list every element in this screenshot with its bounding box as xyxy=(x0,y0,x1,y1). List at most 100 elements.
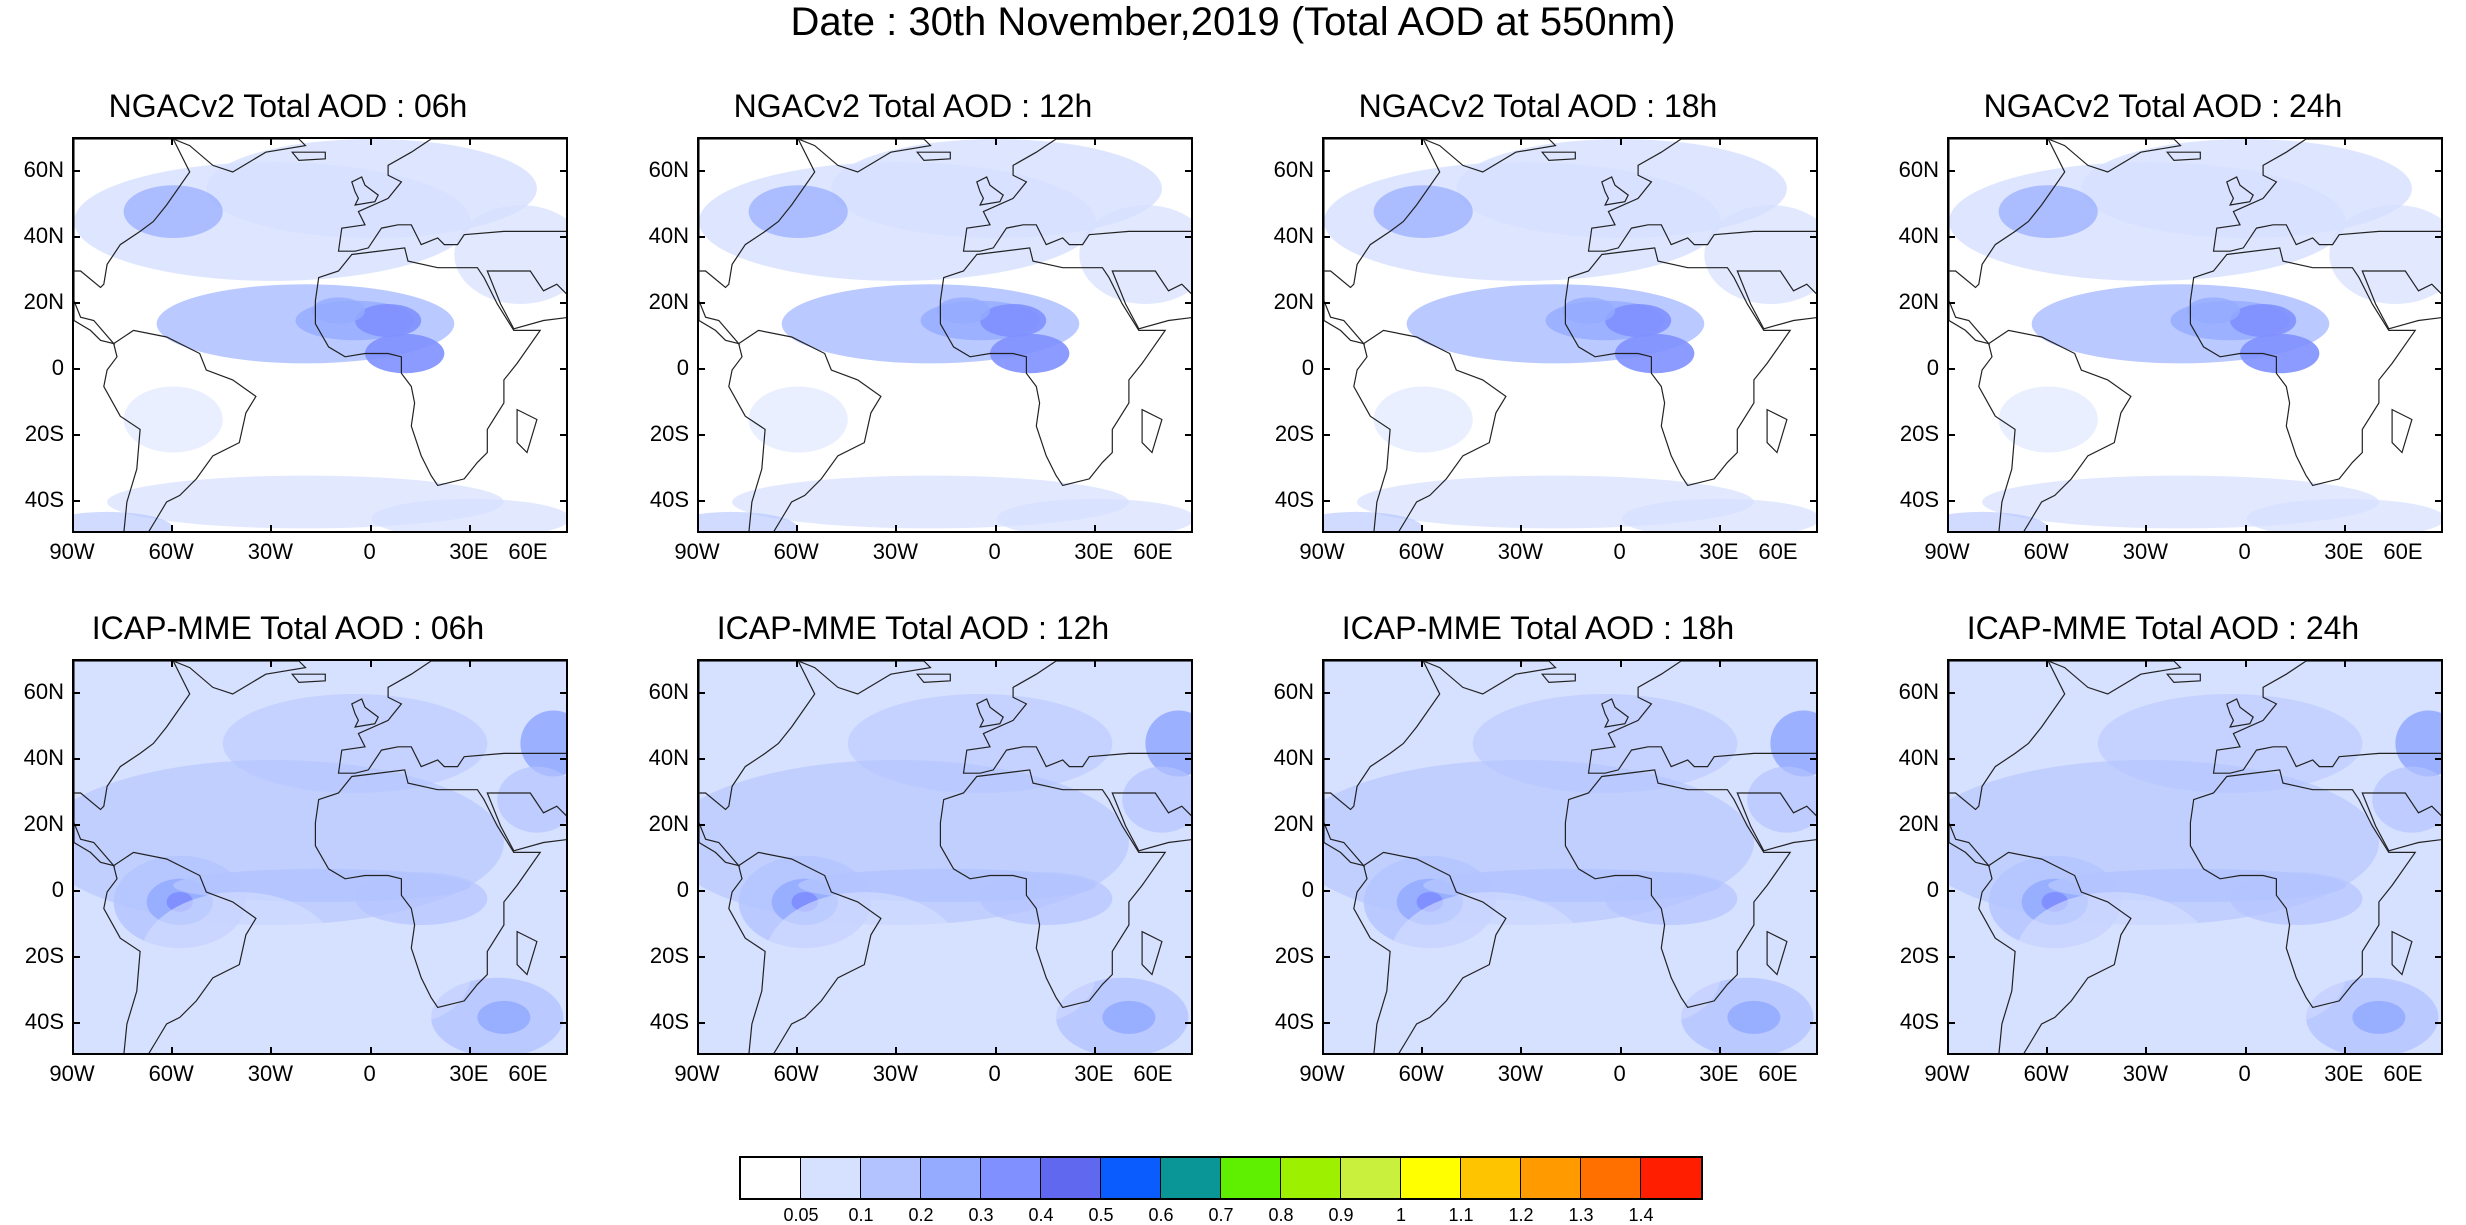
map-panel: NGACv2 Total AOD : 06h 60N 40N 20N 0 20S 40S 90… xyxy=(8,88,568,563)
lon-tick xyxy=(1947,137,1949,145)
colorbar-swatch xyxy=(1581,1158,1641,1198)
lon-tick xyxy=(171,659,174,667)
lat-tick xyxy=(1322,1022,1330,1024)
aod-region xyxy=(123,386,223,453)
lon-tick-label: 60E xyxy=(1758,539,1798,564)
lat-tick xyxy=(1947,1022,1955,1024)
lat-tick-label: 20S xyxy=(24,943,64,968)
aod-region xyxy=(2239,333,2320,374)
coastline-northAmerica xyxy=(74,661,191,811)
coastline-arabia xyxy=(1111,270,1191,330)
aod-region xyxy=(2395,710,2441,777)
aod-field xyxy=(1949,661,2441,1053)
coastline-iceland xyxy=(915,151,951,162)
lat-tick-label: 40N xyxy=(648,223,689,248)
aod-region xyxy=(206,139,537,238)
aod-region xyxy=(123,185,223,238)
map-panel: NGACv2 Total AOD : 18h 60N 40N 20N 0 20S 40S 90… xyxy=(1258,88,1818,563)
lat-tick xyxy=(697,824,705,826)
lon-tick-label: 0 xyxy=(988,1061,1001,1086)
lon-tick xyxy=(1191,659,1193,667)
lon-tick xyxy=(566,525,568,533)
lat-tick xyxy=(1185,368,1193,370)
coastline-greenland xyxy=(2047,661,2182,695)
aod-region xyxy=(1390,892,1589,1024)
lat-tick xyxy=(560,824,568,826)
lat-tick-label: 20S xyxy=(649,421,689,446)
aod-map xyxy=(697,137,1193,533)
colorbar-swatch xyxy=(921,1158,981,1198)
aod-region xyxy=(338,925,471,1024)
lon-tick-label: 90W xyxy=(674,539,720,564)
coastline-northAmerica xyxy=(699,661,816,811)
lat-tick-label: 0 xyxy=(51,355,64,380)
aod-map xyxy=(697,659,1193,1055)
lon-tick-label: 30W xyxy=(247,1061,294,1086)
lat-tick xyxy=(697,500,705,502)
lat-tick-label: 40N xyxy=(1273,745,1314,770)
map-panel: NGACv2 Total AOD : 12h 60N 40N 20N 0 20S 40S 90… xyxy=(633,88,1193,563)
lat-tick-label: 40N xyxy=(1898,223,1939,248)
coastline-africa xyxy=(2189,247,2417,487)
lon-tick xyxy=(1520,137,1523,145)
lat-tick xyxy=(1185,500,1193,502)
lon-tick xyxy=(566,659,568,667)
coastline-britain xyxy=(2226,698,2254,728)
aod-field xyxy=(1949,139,2441,531)
lat-tick-label: 20N xyxy=(23,289,64,314)
lat-tick-label: 20N xyxy=(1273,289,1314,314)
lon-tick xyxy=(171,137,174,145)
lat-tick-label: 60N xyxy=(1273,157,1314,182)
lat-tick xyxy=(1185,890,1193,892)
lat-tick xyxy=(560,170,568,172)
coastline-northAmerica xyxy=(74,139,191,289)
lon-tick-label: 30W xyxy=(2122,539,2169,564)
map-panel: ICAP-MME Total AOD : 24h 60N 40N 20N 0 20S 40S… xyxy=(1883,610,2443,1085)
coastline-madagascar xyxy=(2391,408,2413,454)
aod-region xyxy=(1614,333,1695,374)
lat-tick-label: 60N xyxy=(648,157,689,182)
aod-region xyxy=(1621,498,1816,531)
coastline-britain xyxy=(351,176,379,206)
colorbar-swatch xyxy=(1101,1158,1161,1198)
lon-tick xyxy=(1619,659,1622,667)
lon-tick xyxy=(697,525,699,533)
coastline-greenland xyxy=(2047,139,2182,173)
coastline-madagascar xyxy=(1766,930,1788,976)
lon-tick-label: 60W xyxy=(2023,1061,2069,1086)
aod-region xyxy=(2213,925,2346,1024)
lon-tick-label: 90W xyxy=(674,1061,720,1086)
colorbar-swatch xyxy=(861,1158,921,1198)
lat-tick-label: 40S xyxy=(24,1009,64,1034)
lat-tick xyxy=(560,500,568,502)
lon-tick xyxy=(1520,525,1523,533)
lat-tick-label: 40S xyxy=(649,1009,689,1034)
coastline-greenland xyxy=(172,661,307,695)
coastline-iceland xyxy=(915,673,951,684)
coastline-europe xyxy=(2212,139,2441,252)
lon-tick xyxy=(1718,1047,1721,1055)
lat-tick xyxy=(697,758,705,760)
coastline-europe xyxy=(962,661,1191,774)
lon-tick xyxy=(2343,137,2346,145)
lon-tick xyxy=(796,137,799,145)
lon-tick xyxy=(2244,525,2247,533)
lon-tick xyxy=(1191,1047,1193,1055)
aod-region xyxy=(1704,205,1816,304)
lat-tick xyxy=(1185,236,1193,238)
lon-tick xyxy=(2244,1047,2247,1055)
colorbar-label: 0.3 xyxy=(968,1205,994,1225)
lat-tick xyxy=(1322,758,1330,760)
lon-tick xyxy=(2145,137,2148,145)
coastline-europe xyxy=(337,661,566,774)
lon-tick xyxy=(270,525,273,533)
lon-tick xyxy=(468,659,471,667)
lon-tick-label: 60W xyxy=(1398,1061,1444,1086)
aod-region xyxy=(989,333,1070,374)
lon-tick-label: 60W xyxy=(148,1061,194,1086)
aod-region xyxy=(1373,386,1473,453)
lat-tick-label: 20S xyxy=(1899,421,1939,446)
lon-tick xyxy=(2244,137,2247,145)
lon-tick xyxy=(1421,659,1424,667)
lon-tick xyxy=(566,1047,568,1055)
